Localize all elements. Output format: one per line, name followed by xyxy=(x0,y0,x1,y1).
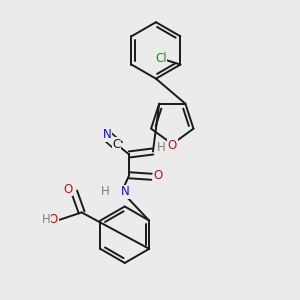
Text: O: O xyxy=(168,139,177,152)
Text: O: O xyxy=(63,183,72,196)
Text: H: H xyxy=(100,185,109,198)
Text: Cl: Cl xyxy=(155,52,167,65)
Text: H: H xyxy=(42,213,50,226)
Text: N: N xyxy=(103,128,111,141)
Text: H: H xyxy=(157,141,166,154)
Text: O: O xyxy=(49,213,58,226)
Text: O: O xyxy=(153,169,163,182)
Text: C: C xyxy=(112,138,121,151)
Text: N: N xyxy=(121,185,130,198)
